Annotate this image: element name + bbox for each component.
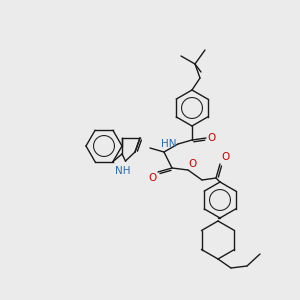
Text: NH: NH bbox=[115, 166, 130, 176]
Text: HN: HN bbox=[161, 139, 177, 149]
Text: O: O bbox=[188, 159, 197, 169]
Text: O: O bbox=[149, 173, 157, 183]
Text: O: O bbox=[207, 133, 215, 143]
Text: O: O bbox=[221, 152, 229, 162]
